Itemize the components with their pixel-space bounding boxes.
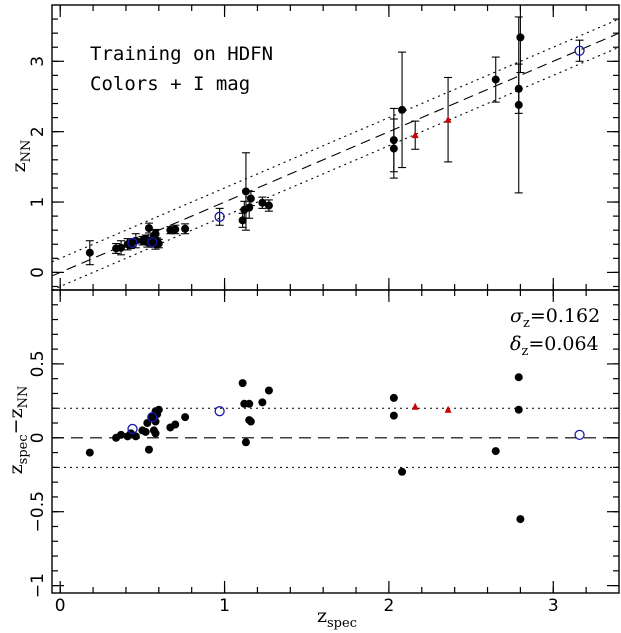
data-point [258, 198, 267, 207]
data-point [181, 413, 190, 422]
y-tick-label: −1 [28, 573, 48, 598]
y-tick-label: −0.5 [28, 491, 48, 532]
data-point [264, 201, 273, 210]
top-ylabel-main: z [8, 162, 30, 172]
data-point [181, 224, 190, 233]
data-point-open [147, 411, 158, 423]
x-tick-label: 0 [55, 596, 66, 616]
x-tick-label: 2 [383, 596, 394, 616]
data-point [117, 430, 126, 439]
svg-text:zspec−zNN: zspec−zNN [5, 386, 31, 475]
data-point [514, 100, 523, 109]
data-point [131, 432, 140, 441]
data-point [516, 33, 525, 42]
data-point-open [127, 423, 138, 435]
data-point [491, 447, 500, 456]
data-point [141, 427, 150, 436]
top-y-axis-title: zNN [8, 140, 34, 173]
x-tick-label: 3 [548, 596, 559, 616]
data-point [245, 203, 254, 212]
data-point [258, 398, 267, 407]
data-point [154, 405, 163, 414]
data-point-open [147, 236, 158, 248]
y-tick-label: 1 [28, 197, 48, 208]
y-tick-label: 2 [28, 126, 48, 137]
data-point [85, 448, 94, 457]
top-axis-ticks: 0 1 2 3 [28, 5, 619, 290]
data-point [144, 224, 153, 233]
data-point [245, 416, 254, 425]
data-point [151, 417, 160, 426]
data-point-open [574, 429, 585, 440]
data-point-triangle [411, 402, 419, 410]
y-tick-label: 3 [28, 56, 48, 67]
y-tick-label: 0 [28, 432, 48, 443]
y-tick-label: 0.5 [28, 350, 48, 377]
data-point-triangle [444, 115, 452, 123]
bottom-panel-frame [51, 289, 620, 594]
data-point [389, 393, 398, 402]
stat-sigma: σz=0.162 [510, 305, 600, 331]
data-point [85, 248, 94, 257]
data-point [238, 379, 247, 388]
data-point [246, 194, 255, 203]
data-point-open [127, 237, 138, 249]
data-point-open [214, 211, 225, 222]
top-ylabel-sub: NN [19, 140, 34, 163]
stat-delta: δz=0.064 [510, 333, 599, 359]
bottom-y-axis-title: zspec−zNN [5, 386, 31, 475]
top-panel: 0 1 2 3 Training on HDFN Colors + I mag zNN [8, 4, 620, 291]
data-point [264, 386, 273, 395]
data-point [238, 216, 247, 225]
data-point-triangle [444, 405, 452, 413]
data-point [398, 467, 407, 476]
y-tick-label: 0 [28, 267, 48, 278]
data-point [389, 144, 398, 153]
data-point-triangle [411, 131, 419, 139]
svg-text:zNN: zNN [8, 140, 34, 173]
top-error-bars [85, 5, 584, 266]
x-axis-title: zspec [317, 605, 357, 631]
data-point [389, 136, 398, 145]
data-point-open [214, 406, 225, 417]
data-point [389, 411, 398, 420]
data-point [151, 229, 160, 238]
tolerance-line [52, 46, 619, 290]
data-point [516, 515, 525, 524]
data-point [117, 243, 126, 252]
data-point-open [574, 45, 585, 56]
data-point [245, 399, 254, 408]
bottom-panel: 0 1 2 3 −1 −0.5 0 0.5 σz=0.162 δz=0.064 zspec−z… [5, 289, 620, 631]
data-point [151, 429, 160, 438]
data-point [491, 75, 500, 84]
data-point [241, 187, 250, 196]
annotation-line-1: Training on HDFN [90, 43, 273, 65]
bottom-data-points [85, 373, 585, 524]
bottom-reference-lines [52, 407, 619, 468]
data-point [514, 405, 523, 414]
annotation-line-2: Colors + I mag [90, 73, 250, 95]
tolerance-line [52, 18, 619, 263]
data-point [241, 438, 250, 447]
top-data-points [85, 33, 585, 257]
data-point [171, 420, 180, 429]
x-tick-label: 1 [219, 596, 230, 616]
data-point [514, 84, 523, 93]
bottom-axis-ticks: 0 1 2 3 −1 −0.5 0 0.5 [28, 289, 619, 616]
data-point [144, 445, 153, 454]
data-point [398, 105, 407, 114]
data-point [171, 225, 180, 234]
data-point [514, 373, 523, 382]
